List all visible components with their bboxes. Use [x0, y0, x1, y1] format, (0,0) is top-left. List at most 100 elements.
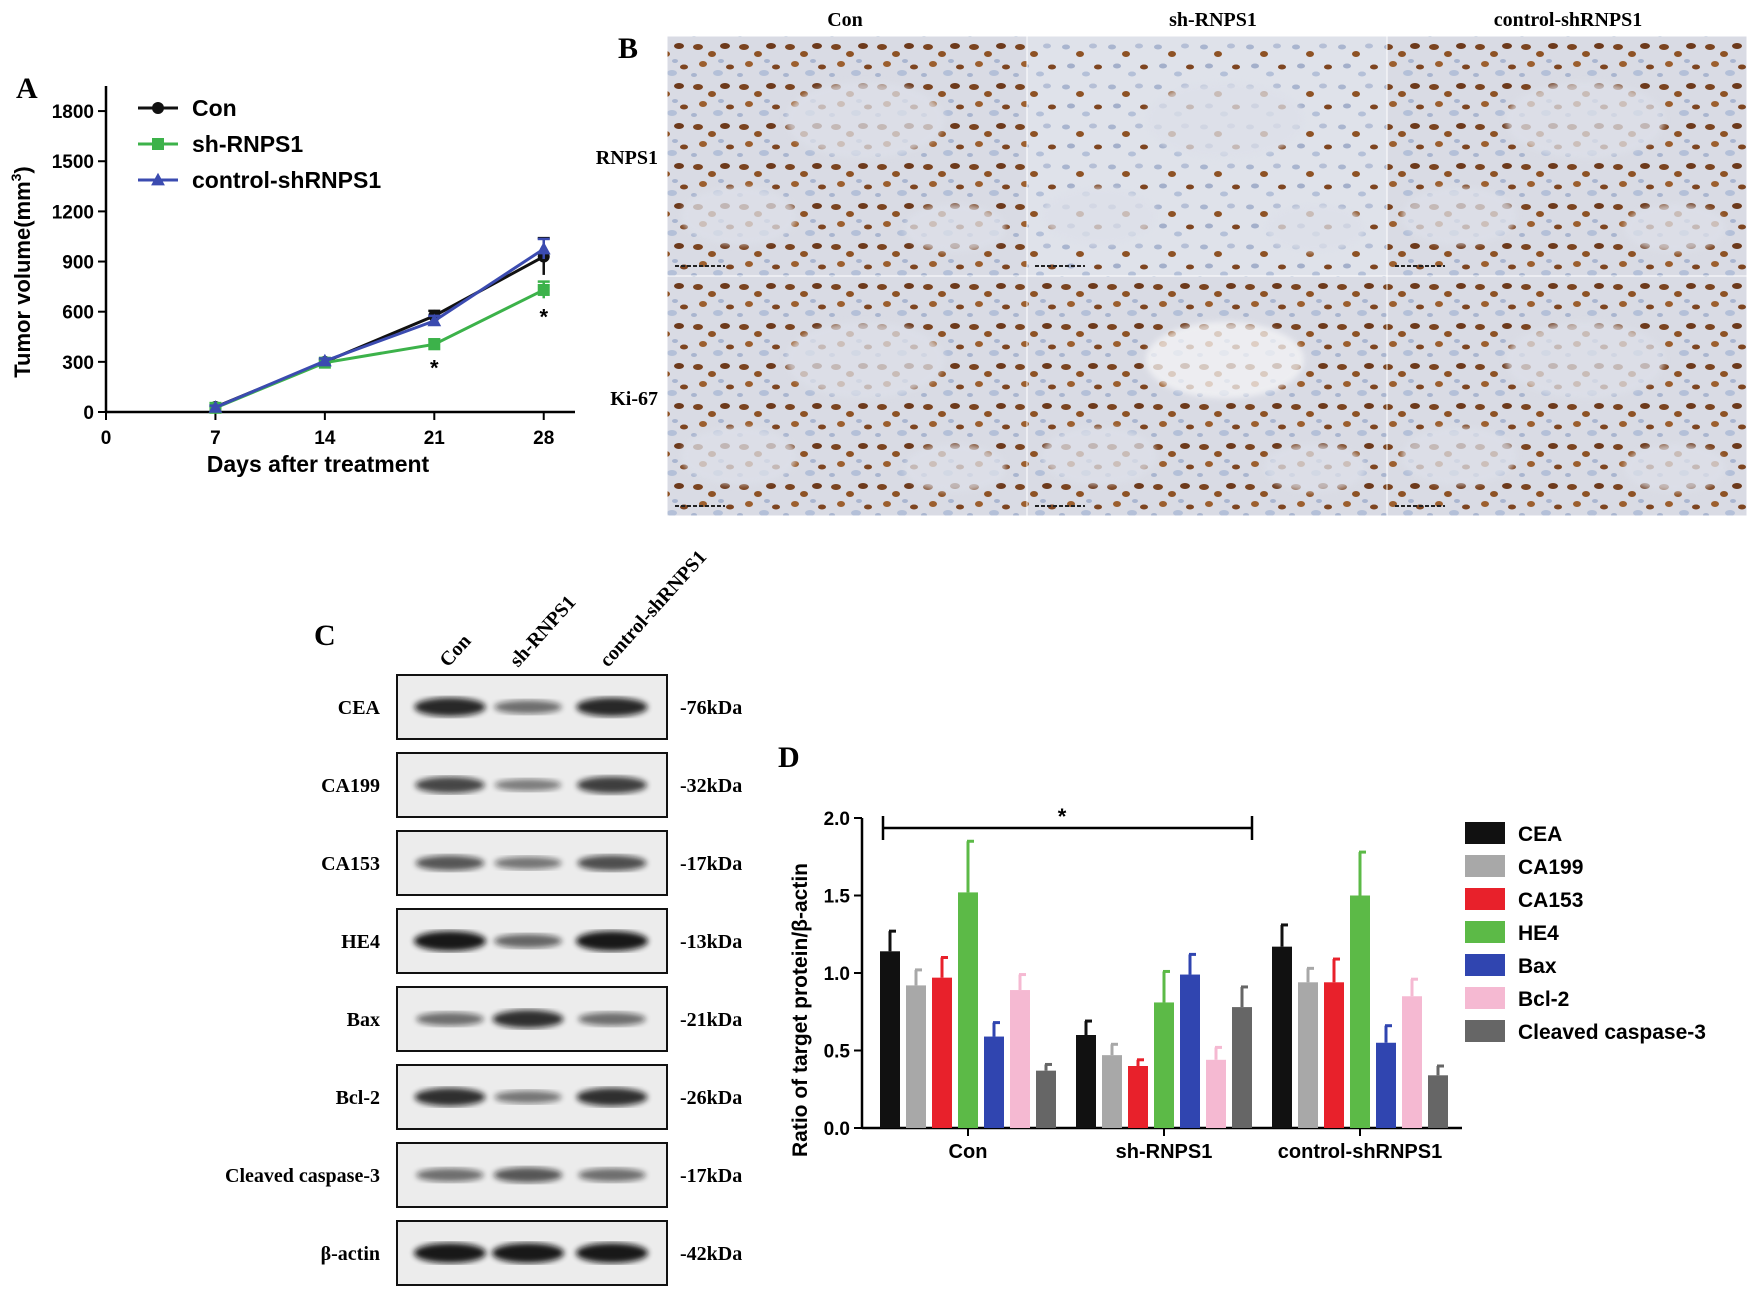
panel-c-band	[414, 931, 486, 951]
panel-b-tissue-region	[1401, 187, 1517, 245]
panel-d-bar-cea	[1272, 946, 1292, 1128]
panel-b-image-ki-67-control-shrnps1	[1386, 275, 1748, 517]
panel-d-bar-bax	[984, 1036, 1004, 1128]
panel-c-size-label: -17kDa	[680, 853, 742, 875]
panel-c-protein-label: CEA	[338, 697, 381, 719]
panel-d-bar-he4	[1154, 1002, 1174, 1128]
panel-c-band	[414, 1087, 486, 1107]
panel-d-legend-label: Cleaved caspase-3	[1518, 1021, 1706, 1044]
panel-c-size-label: -21kDa	[680, 1009, 742, 1031]
panel-c-band	[494, 778, 562, 792]
panel-c-blot-row-ca199: CA199 -32kDa	[321, 752, 742, 818]
panel-d-y-tick-label: 0.5	[824, 1042, 851, 1063]
panel-d-bar-cleaved-caspase-3	[1036, 1070, 1056, 1128]
panel-d-bar-cea	[880, 951, 900, 1128]
panel-a-series-sh-rnps1	[209, 280, 550, 414]
panel-c-protein-label: β-actin	[321, 1243, 380, 1265]
panel-a-point-control-shrnps1	[427, 313, 442, 327]
panel-b-tissue-region	[681, 187, 797, 245]
panel-d-y-tick-label: 2.0	[824, 809, 850, 830]
panel-c-band	[578, 1168, 646, 1182]
panel-b-tissue-region	[785, 321, 945, 399]
panel-d-legend-swatch	[1465, 954, 1505, 976]
panel-b-tissue-region	[1401, 427, 1517, 485]
panel-c-band	[576, 697, 648, 717]
panel-c-letter: C	[314, 619, 336, 652]
panel-a-line-con	[214, 255, 545, 409]
panel-c-size-label: -13kDa	[680, 931, 742, 953]
panel-c-blot-row-actin: β-actin -42kDa	[321, 1220, 742, 1286]
panel-d-legend-item-cea: CEA	[1465, 822, 1562, 846]
panel-a-y-tick-label: 900	[62, 253, 94, 274]
panel-a-x-tick-label: 21	[424, 428, 446, 449]
panel-b-image-rnps1-con	[666, 35, 1028, 277]
panel-b-ihc-images: B Con sh-RNPS1 control-shRNPS1 RNPS1 Ki-67	[596, 9, 1748, 517]
panel-a-legend-item-control-shrnps1: control-shRNPS1	[138, 167, 381, 193]
panel-d-bar-he4	[958, 892, 978, 1128]
panel-a-x-tick-label: 7	[210, 428, 221, 449]
panel-d-bar-bcl-2	[1010, 990, 1030, 1128]
panel-d-y-tick-label: 1.0	[824, 964, 850, 985]
panel-b-column-label-con: Con	[827, 9, 863, 31]
panel-d-y-axis-label: Ratio of target protein/β-actin	[789, 863, 812, 1157]
panel-a-legend-label: Con	[192, 95, 237, 121]
panel-d-bar-bcl-2	[1402, 996, 1422, 1128]
panel-a-point-sh-rnps1	[428, 338, 441, 351]
panel-a-significance-star: *	[430, 355, 439, 380]
panel-d-significance-star: *	[1058, 804, 1067, 829]
panel-d-legend-item-bcl-2: Bcl-2	[1465, 987, 1569, 1011]
panel-b-image-ki-67-con	[666, 275, 1028, 517]
panel-d-group-con	[880, 839, 1056, 1128]
panel-c-protein-label: Bax	[347, 1009, 380, 1031]
panel-d-y-tick-label: 1.5	[824, 887, 851, 908]
panel-a-axes: 0 7 14 21 28 0 300 600 900 1200 1500 1800	[52, 86, 575, 449]
panel-a-x-tick-label: 14	[314, 428, 336, 449]
panel-c-blot-row-ca153: CA153 -17kDa	[321, 830, 742, 896]
panel-c-protein-label: CA199	[321, 775, 380, 797]
panel-a-legend-label: sh-RNPS1	[192, 131, 303, 157]
panel-d-bar-cea	[1076, 1035, 1096, 1128]
panel-d-legend-label: CEA	[1518, 823, 1562, 846]
panel-d-legend-label: CA199	[1518, 856, 1583, 879]
panel-b-row-label-rnps1: RNPS1	[596, 147, 658, 169]
panel-c-band	[577, 776, 647, 794]
panel-d-legend-swatch	[1465, 822, 1505, 844]
panel-b-row-label-ki-67: Ki-67	[610, 388, 658, 410]
panel-d-legend-item-cleaved-caspase-3: Cleaved caspase-3	[1465, 1020, 1706, 1044]
panel-a-legend: Con sh-RNPS1 control-shRNPS1	[138, 95, 381, 193]
panel-c-band	[576, 1087, 648, 1107]
panel-c-lane-label-sh-rnps1: sh-RNPS1	[505, 591, 580, 671]
panel-c-band	[578, 1012, 646, 1026]
panel-b-tissue-region	[1505, 321, 1665, 399]
panel-a-point-sh-rnps1	[537, 283, 550, 296]
panel-b-tissue-region	[904, 444, 1006, 492]
panel-b-image-rnps1-control-shrnps1	[1386, 35, 1748, 277]
panel-c-blot-row-bcl-2: Bcl-2 -26kDa	[336, 1064, 742, 1130]
panel-c-size-label: -42kDa	[680, 1243, 742, 1265]
panel-c-protein-label: Bcl-2	[336, 1087, 380, 1109]
panel-c-protein-label: CA153	[321, 853, 380, 875]
panel-c-band	[494, 856, 562, 870]
panel-d-x-tick-label-sh-rnps1: sh-RNPS1	[1116, 1141, 1213, 1163]
panel-b-image-ki-67-sh-rnps1	[1026, 275, 1388, 517]
panel-a-legend-label: control-shRNPS1	[192, 167, 381, 193]
panel-d-legend-item-ca153: CA153	[1465, 888, 1583, 912]
panel-b-tissue-region	[1145, 321, 1305, 399]
panel-c-blot-row-cea: CEA -76kDa	[338, 674, 742, 740]
panel-c-blot-row-cleaved-caspase-3: Cleaved caspase-3 -17kDa	[225, 1142, 742, 1208]
panel-c-protein-label: Cleaved caspase-3	[225, 1165, 380, 1187]
panel-a-line-control-shrnps1	[214, 247, 545, 409]
panel-c-size-label: -76kDa	[680, 697, 742, 719]
panel-b-column-label-sh-rnps1: sh-RNPS1	[1169, 9, 1257, 31]
panel-a-y-tick-label: 1200	[52, 202, 94, 223]
panel-d-bar-he4	[1350, 895, 1370, 1128]
panel-b-tissue-region	[681, 427, 797, 485]
panel-d-legend-label: CA153	[1518, 889, 1583, 912]
panel-a-y-tick-label: 1500	[52, 152, 94, 173]
panel-d-legend-label: Bax	[1518, 955, 1557, 978]
panel-a-letter: A	[16, 72, 38, 105]
panel-b-tissue-region	[1264, 444, 1366, 492]
panel-b-tissue-region	[1505, 81, 1665, 159]
